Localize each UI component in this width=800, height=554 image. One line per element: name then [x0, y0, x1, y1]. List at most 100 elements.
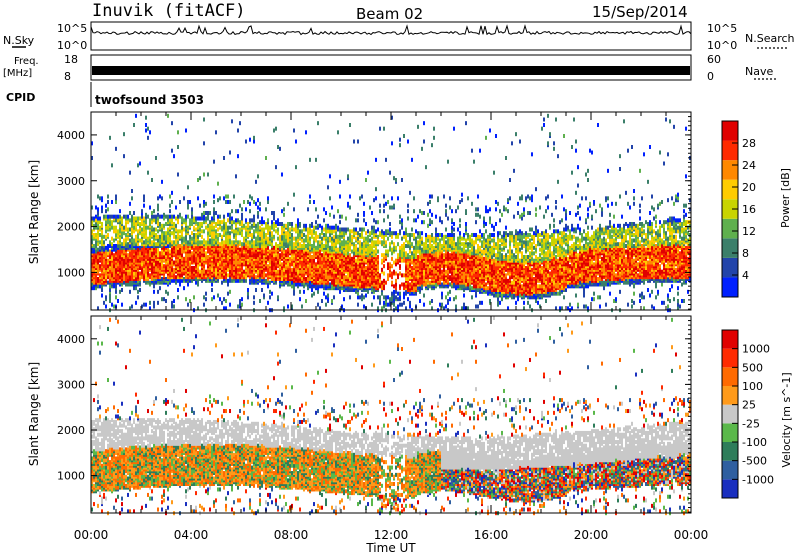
heatmap-cell: [361, 231, 363, 235]
heatmap-cell: [103, 301, 105, 305]
nsky-trace: [91, 26, 691, 35]
heatmap-cell: [195, 237, 197, 241]
heatmap-cell: [269, 290, 271, 294]
heatmap-cell: [367, 248, 369, 252]
heatmap-cell: [325, 295, 327, 299]
heatmap-cell: [235, 174, 237, 178]
heatmap-cell: [411, 158, 413, 162]
heatmap-cell: [371, 229, 373, 233]
heatmap-cell: [111, 220, 113, 224]
heatmap-cell: [121, 250, 123, 254]
heatmap-cell: [237, 268, 239, 272]
heatmap-cell: [215, 262, 217, 266]
heatmap-cell: [159, 286, 161, 290]
heatmap-cell: [265, 266, 267, 270]
heatmap-cell: [119, 209, 121, 213]
heatmap-cell: [399, 229, 401, 233]
heatmap-cell: [395, 235, 397, 239]
heatmap-cell: [371, 211, 373, 215]
heatmap-cell: [223, 240, 225, 244]
heatmap-cell: [173, 299, 175, 303]
heatmap-cell: [101, 294, 103, 298]
heatmap-cell: [387, 295, 389, 299]
heatmap-cell: [235, 246, 237, 250]
heatmap-cell: [299, 242, 301, 246]
heatmap-cell: [247, 200, 249, 204]
heatmap-cell: [151, 211, 153, 215]
heatmap-cell: [147, 237, 149, 241]
heatmap-cell: [163, 224, 165, 228]
heatmap-cell: [371, 242, 373, 246]
heatmap-cell: [187, 240, 189, 244]
heatmap-cell: [179, 229, 181, 233]
heatmap-cell: [143, 198, 145, 202]
heatmap-cell: [251, 262, 253, 266]
heatmap-cell: [233, 248, 235, 252]
heatmap-cell: [291, 222, 293, 226]
heatmap-cell: [227, 268, 229, 272]
heatmap-cell: [409, 246, 411, 250]
heatmap-cell: [131, 218, 133, 222]
heatmap-cell: [259, 257, 261, 261]
heatmap-cell: [415, 250, 417, 254]
heatmap-cell: [257, 226, 259, 230]
heatmap-cell: [171, 261, 173, 265]
heatmap-cell: [409, 255, 411, 259]
heatmap-cell: [207, 173, 209, 177]
heatmap-cell: [365, 178, 367, 182]
heatmap-cell: [415, 240, 417, 244]
heatmap-cell: [375, 196, 377, 200]
heatmap-cell: [229, 217, 231, 221]
heatmap-cell: [269, 281, 271, 285]
heatmap-cell: [225, 253, 227, 257]
heatmap-cell: [355, 231, 357, 235]
heatmap-cell: [209, 251, 211, 255]
heatmap-cell: [331, 206, 333, 210]
heatmap-cell: [129, 239, 131, 243]
heatmap-cell: [217, 218, 219, 222]
heatmap-cell: [203, 229, 205, 233]
heatmap-cell: [317, 290, 319, 294]
heatmap-cell: [317, 277, 319, 281]
heatmap-cell: [167, 231, 169, 235]
heatmap-cell: [311, 288, 313, 292]
heatmap-cell: [177, 145, 179, 149]
heatmap-cell: [117, 244, 119, 248]
heatmap-cell: [401, 222, 403, 226]
heatmap-cell: [333, 229, 335, 233]
heatmap-cell: [397, 273, 399, 277]
heatmap-cell: [259, 270, 261, 274]
heatmap-cell: [223, 244, 225, 248]
heatmap-cell: [407, 284, 409, 288]
heatmap-cell: [239, 299, 241, 303]
heatmap-cell: [329, 229, 331, 233]
heatmap-cell: [269, 240, 271, 244]
heatmap-cell: [291, 273, 293, 277]
heatmap-cell: [119, 255, 121, 259]
heatmap-cell: [151, 275, 153, 279]
heatmap-cell: [125, 215, 127, 219]
heatmap-cell: [217, 182, 219, 186]
heatmap-cell: [175, 235, 177, 239]
heatmap-cell: [383, 305, 385, 309]
heatmap-cell: [213, 207, 215, 211]
heatmap-cell: [127, 215, 129, 219]
heatmap-cell: [373, 264, 375, 268]
heatmap-cell: [405, 228, 407, 232]
heatmap-cell: [345, 217, 347, 221]
heatmap-cell: [193, 233, 195, 237]
heatmap-cell: [377, 295, 379, 299]
heatmap-cell: [355, 218, 357, 222]
heatmap-cell: [241, 220, 243, 224]
heatmap-cell: [143, 204, 145, 208]
heatmap-cell: [281, 173, 283, 177]
heatmap-cell: [217, 233, 219, 237]
heatmap-cell: [387, 200, 389, 204]
heatmap-cell: [145, 213, 147, 217]
heatmap-cell: [233, 220, 235, 224]
heatmap-cell: [259, 207, 261, 211]
heatmap-cell: [121, 217, 123, 221]
heatmap-cell: [317, 255, 319, 259]
heatmap-cell: [405, 231, 407, 235]
heatmap-cell: [215, 211, 217, 215]
